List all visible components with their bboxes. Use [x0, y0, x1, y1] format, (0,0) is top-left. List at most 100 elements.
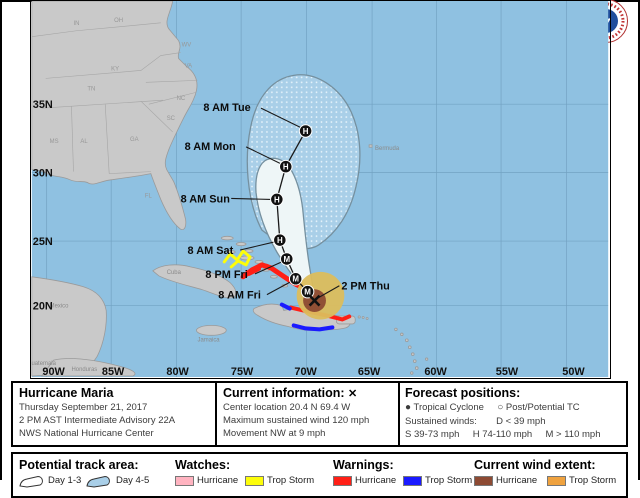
longitude-labels: 90W 85W 80W 75W 70W 65W 60W 55W 50W: [42, 366, 585, 378]
svg-text:M: M: [292, 275, 299, 284]
svg-text:55W: 55W: [496, 366, 519, 377]
leader-lines: [231, 107, 340, 299]
post-tc-label: Post/Potential TC: [505, 402, 580, 413]
svg-text:AL: AL: [80, 139, 88, 145]
svg-text:TN: TN: [87, 86, 95, 92]
lesser-antilles: [357, 315, 429, 375]
post-tc-circle-icon: ○: [497, 402, 504, 413]
legend-panel: Potential track area: Watches: Warnings:…: [11, 452, 628, 498]
info-divider-2: [398, 383, 400, 445]
svg-text:OH: OH: [114, 18, 123, 24]
track-time-label: 8 AM Sun: [181, 193, 230, 205]
svg-text:MS: MS: [50, 139, 59, 145]
place-labels: Bermuda Cuba Jamaica Mexico Guatemala Ho…: [27, 146, 400, 373]
track-time-label: 2 PM Thu: [341, 281, 389, 293]
storm-info-column: Hurricane Maria Thursday September 21, 2…: [19, 386, 175, 440]
jamaica: [196, 325, 227, 336]
track-time-label: 8 AM Sat: [188, 245, 234, 257]
ts-warning-swatch: [403, 476, 422, 486]
hurricane-warning-label: Hurricane: [355, 475, 397, 486]
ts-warning-haiti: [279, 302, 292, 311]
latitude-labels: 35N 30N 25N 20N: [33, 99, 53, 312]
wind-categories-line: S 39-73 mph H 74-110 mph M > 110 mph: [405, 428, 600, 441]
forecast-cone-map: IN OH WV VA KY TN NC SC MS AL GA FL Berm…: [27, 0, 611, 379]
watches-warnings: [222, 249, 352, 332]
svg-text:NC: NC: [177, 96, 186, 102]
storm-name: Hurricane Maria: [19, 386, 114, 400]
svg-text:KY: KY: [111, 66, 119, 72]
info-divider-1: [215, 383, 217, 445]
warnings-header: Warnings:: [333, 458, 394, 472]
track-time-labels: 2 PM Thu 8 AM Fri 8 PM Fri 8 AM Sat 8 AM…: [181, 102, 390, 302]
marker-8pm-fri: M: [280, 252, 294, 266]
cone-day4-5-icon: [86, 475, 110, 488]
ts-watch-label: Trop Storm: [267, 475, 315, 486]
track-time-label: 8 AM Mon: [185, 141, 236, 153]
sustained-winds-label: Sustained winds:: [405, 415, 477, 427]
state-labels: IN OH WV VA KY TN NC SC MS AL GA FL: [50, 18, 192, 200]
svg-text:80W: 80W: [166, 366, 189, 377]
svg-text:30N: 30N: [33, 168, 53, 180]
svg-text:25N: 25N: [33, 236, 53, 248]
ts-warning-south-coast: [291, 323, 335, 332]
ts-extent-swatch: [547, 476, 566, 486]
tropical-cyclone-label: Tropical Cyclone: [413, 402, 484, 413]
marker-current: M: [300, 284, 315, 299]
svg-text:Jamaica: Jamaica: [197, 337, 220, 343]
bermuda-island: [368, 144, 373, 148]
advisory-number: 2 PM AST Intermediate Advisory 22A: [19, 415, 176, 427]
tropical-cyclone-dot-icon: ●: [405, 402, 412, 413]
current-info-title: Current information:: [223, 386, 345, 400]
cone-day1-3-icon: [19, 475, 43, 488]
sustained-winds-line: Sustained winds: D < 39 mph: [405, 415, 600, 428]
center-location: Center location 20.4 N 69.4 W: [223, 402, 351, 413]
svg-text:35N: 35N: [33, 99, 53, 111]
marker-legend-line: ● Tropical Cyclone ○ Post/Potential TC: [405, 401, 600, 415]
ts-extent-label: Trop Storm: [569, 475, 617, 486]
current-info-column: Current information: ✕ Center location 2…: [223, 386, 369, 440]
wind-category-h: H 74-110 mph: [472, 428, 533, 440]
svg-text:IN: IN: [73, 21, 79, 27]
wind-category-s: S 39-73 mph: [405, 428, 460, 440]
svg-text:WV: WV: [182, 43, 192, 49]
landmasses: [31, 0, 429, 377]
track-time-label: 8 PM Fri: [205, 269, 247, 281]
central-america: [40, 358, 136, 377]
svg-text:70W: 70W: [294, 366, 317, 377]
marker-8am-sat: H: [273, 233, 287, 247]
state-borders: [31, 22, 198, 174]
ts-watch-swatch: [245, 476, 264, 486]
watches-header: Watches:: [175, 458, 231, 472]
svg-text:H: H: [303, 127, 309, 136]
svg-text:60W: 60W: [424, 366, 447, 377]
map-svg: IN OH WV VA KY TN NC SC MS AL GA FL Berm…: [27, 0, 609, 378]
agency-name: NWS National Hurricane Center: [19, 428, 154, 440]
day1-3-label: Day 1-3: [48, 475, 82, 486]
svg-text:M: M: [283, 255, 290, 264]
svg-text:VA: VA: [185, 63, 193, 69]
hurricane-extent-label: Hurricane: [496, 475, 538, 486]
marker-8am-mon: H: [279, 159, 293, 174]
svg-text:90W: 90W: [42, 366, 65, 377]
cuba: [152, 264, 237, 299]
svg-text:H: H: [274, 195, 280, 204]
movement: Movement NW at 9 mph: [223, 428, 326, 440]
svg-text:H: H: [277, 236, 283, 245]
day4-5-label: Day 4-5: [116, 475, 150, 486]
svg-text:Honduras: Honduras: [71, 367, 97, 373]
marker-8am-fri: M: [288, 272, 303, 286]
current-position-x-icon: [308, 294, 321, 307]
svg-text:Guatemala: Guatemala: [31, 361, 57, 367]
svg-text:SC: SC: [167, 116, 176, 122]
svg-text:Bermuda: Bermuda: [375, 146, 400, 152]
forecast-positions-header: Forecast positions:: [405, 386, 521, 400]
wind-category-m: M > 110 mph: [545, 428, 601, 440]
max-sustained-wind: Maximum sustained wind 120 mph: [223, 415, 370, 427]
svg-text:75W: 75W: [231, 366, 254, 377]
svg-text:Mexico: Mexico: [50, 304, 70, 310]
advisory-date: Thursday September 21, 2017: [19, 402, 148, 413]
svg-text:FL: FL: [145, 193, 153, 199]
svg-text:GA: GA: [130, 137, 139, 143]
marker-8am-tue: H: [298, 124, 313, 138]
current-x-symbol: ✕: [348, 388, 358, 400]
